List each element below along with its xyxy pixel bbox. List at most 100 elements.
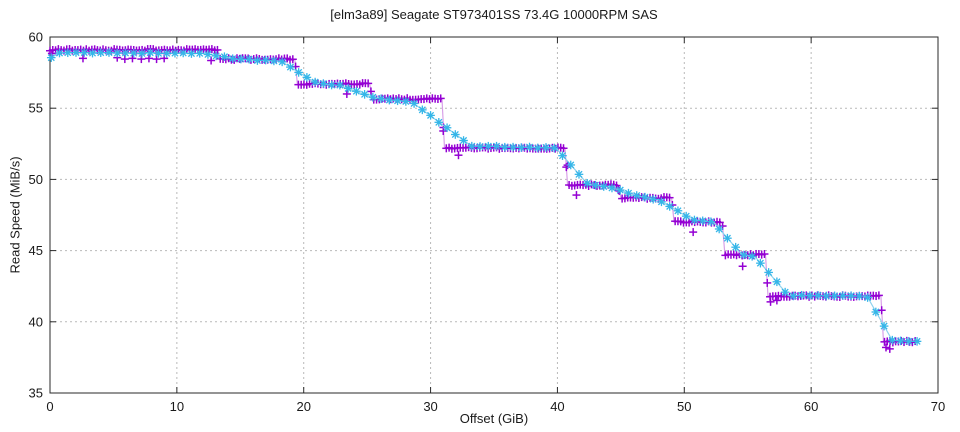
asterisk-marker: [146, 49, 154, 57]
asterisk-marker: [583, 179, 591, 187]
asterisk-marker: [55, 49, 64, 57]
x-tick-label: 20: [296, 399, 310, 414]
asterisk-marker: [328, 81, 336, 89]
asterisk-marker: [369, 93, 377, 101]
asterisk-marker: [154, 49, 163, 57]
x-tick-label: 50: [677, 399, 691, 414]
x-tick-label: 70: [931, 399, 945, 414]
y-tick-label: 50: [29, 172, 43, 187]
asterisk-marker: [385, 96, 393, 104]
asterisk-marker: [171, 49, 179, 57]
stepped-run-purple-plus-line: [50, 49, 918, 343]
asterisk-marker: [773, 278, 781, 286]
asterisk-marker: [163, 49, 171, 57]
asterisk-marker: [138, 49, 146, 58]
asterisk-marker: [880, 322, 888, 330]
asterisk-marker: [913, 337, 921, 345]
x-tick-label: 40: [550, 399, 564, 414]
asterisk-marker: [517, 143, 525, 152]
x-tick-label: 0: [46, 399, 53, 414]
asterisk-marker: [509, 143, 517, 151]
asterisk-marker: [402, 97, 410, 106]
asterisk-marker: [839, 292, 847, 300]
asterisk-marker: [204, 50, 212, 59]
asterisk-marker: [377, 95, 385, 103]
asterisk-marker: [765, 268, 773, 276]
asterisk-marker: [616, 186, 624, 194]
asterisk-marker: [187, 49, 196, 58]
asterisk-marker: [847, 292, 855, 300]
asterisk-marker: [245, 55, 253, 63]
asterisk-marker: [905, 337, 913, 345]
asterisk-marker: [80, 48, 88, 57]
asterisk-marker: [220, 53, 228, 61]
asterisk-marker: [270, 57, 278, 65]
asterisk-marker: [897, 337, 905, 345]
asterisk-marker: [410, 99, 418, 108]
asterisk-marker: [418, 106, 426, 114]
asterisk-marker: [501, 143, 509, 151]
asterisk-marker: [212, 52, 220, 60]
asterisk-marker: [361, 90, 369, 98]
asterisk-marker: [47, 54, 55, 62]
asterisk-marker: [690, 216, 698, 224]
asterisk-marker: [64, 49, 72, 57]
x-tick-label: 30: [423, 399, 437, 414]
x-tick-label: 10: [170, 399, 184, 414]
asterisk-marker: [674, 207, 682, 215]
asterisk-marker: [130, 49, 138, 57]
asterisk-marker: [179, 49, 187, 57]
asterisk-marker: [352, 87, 360, 95]
asterisk-marker: [567, 161, 575, 169]
asterisk-marker: [476, 142, 484, 151]
asterisk-marker: [311, 78, 319, 86]
asterisk-marker: [707, 218, 715, 226]
asterisk-marker: [608, 184, 616, 192]
asterisk-marker: [435, 118, 443, 126]
asterisk-marker: [253, 56, 261, 65]
asterisk-marker: [451, 130, 459, 139]
asterisk-marker: [740, 251, 748, 259]
asterisk-marker: [732, 243, 740, 251]
x-tick-label: 60: [804, 399, 818, 414]
plot-border: [49, 36, 939, 394]
asterisk-marker: [484, 142, 492, 150]
asterisk-marker: [591, 181, 600, 189]
asterisk-marker: [575, 170, 583, 178]
asterisk-marker: [624, 189, 633, 197]
x-axis-label: Offset (GiB): [459, 411, 529, 426]
asterisk-marker: [558, 152, 567, 160]
asterisk-marker: [723, 234, 731, 242]
asterisk-marker: [781, 288, 789, 296]
asterisk-marker: [427, 111, 435, 119]
asterisk-marker: [756, 259, 764, 267]
asterisk-marker: [97, 49, 105, 57]
asterisk-marker: [649, 195, 657, 203]
asterisk-marker: [72, 48, 80, 57]
asterisk-marker: [303, 73, 311, 81]
asterisk-marker: [344, 84, 352, 92]
asterisk-marker: [682, 212, 690, 220]
asterisk-marker: [715, 225, 723, 233]
asterisk-marker: [814, 291, 822, 300]
asterisk-marker: [319, 80, 327, 88]
asterisk-marker: [748, 252, 756, 260]
y-tick-label: 45: [29, 243, 43, 258]
asterisk-marker: [196, 49, 204, 57]
asterisk-marker: [822, 292, 830, 300]
asterisk-marker: [806, 292, 814, 300]
asterisk-marker: [550, 144, 558, 152]
asterisk-marker: [855, 292, 863, 300]
asterisk-marker: [798, 291, 806, 299]
chart-title: [elm3a89] Seagate ST973401SS 73.4G 10000…: [330, 7, 658, 22]
asterisk-marker: [229, 55, 237, 63]
y-tick-label: 60: [29, 30, 43, 45]
asterisk-marker: [443, 124, 451, 132]
asterisk-marker: [657, 198, 666, 206]
asterisk-marker: [113, 49, 121, 57]
asterisk-marker: [600, 182, 608, 191]
asterisk-marker: [278, 58, 286, 66]
asterisk-marker: [237, 55, 245, 63]
